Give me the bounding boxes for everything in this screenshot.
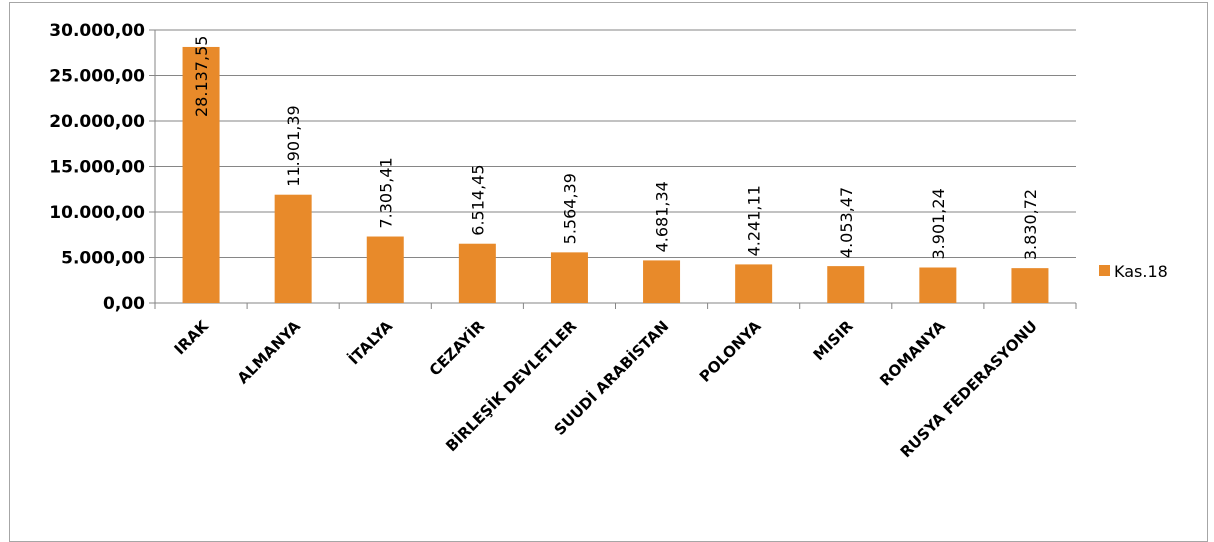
data-label: 4.053,47 — [837, 187, 856, 258]
y-tick-label: 0,00 — [103, 294, 145, 314]
bar — [366, 236, 404, 303]
legend-swatch — [1099, 265, 1110, 276]
bars — [154, 46, 1077, 309]
x-tick-label: ROMANYA — [876, 317, 949, 390]
y-tick-label: 20.000,00 — [49, 112, 145, 132]
bar — [1011, 268, 1049, 303]
bar — [550, 252, 588, 303]
y-tick-label: 15.000,00 — [49, 158, 145, 178]
bar — [458, 243, 496, 303]
bar — [182, 46, 220, 303]
data-label: 4.241,11 — [745, 185, 764, 256]
x-tick-label: CEZAYİR — [425, 316, 488, 379]
x-tick-label: İTALYA — [344, 316, 396, 368]
y-tick-label: 10.000,00 — [49, 203, 145, 223]
x-tick-label: MISIR — [810, 317, 857, 364]
data-label: 6.514,45 — [468, 164, 487, 235]
data-label: 4.681,34 — [653, 181, 672, 252]
bar — [274, 194, 312, 303]
y-tick-label: 5.000,00 — [61, 249, 145, 269]
data-label: 7.305,41 — [376, 157, 395, 228]
data-labels: 28.137,55 11.901,39 7.305,41 6.514,45 5.564,… — [192, 36, 1040, 261]
x-tick-label: POLONYA — [696, 317, 765, 386]
bar — [827, 266, 865, 303]
y-axis-tick-labels: 0,00 5.000,00 10.000,00 15.000,00 20.000,00 2… — [49, 21, 145, 314]
y-tick-label: 30.000,00 — [49, 21, 145, 41]
data-label: 28.137,55 — [192, 36, 211, 117]
x-tick-label: IRAK — [171, 316, 213, 358]
y-tick-label: 25.000,00 — [49, 67, 145, 87]
legend-label: Kas.18 — [1114, 262, 1168, 281]
bar — [919, 267, 957, 303]
data-label: 5.564,39 — [560, 173, 579, 244]
bar — [643, 260, 681, 303]
x-tick-label: ALMANYA — [234, 317, 304, 387]
legend: Kas.18 — [1099, 262, 1168, 281]
data-label: 3.830,72 — [1021, 189, 1040, 260]
bar — [735, 264, 773, 303]
data-label: 11.901,39 — [284, 105, 303, 186]
data-label: 3.901,24 — [929, 188, 948, 259]
